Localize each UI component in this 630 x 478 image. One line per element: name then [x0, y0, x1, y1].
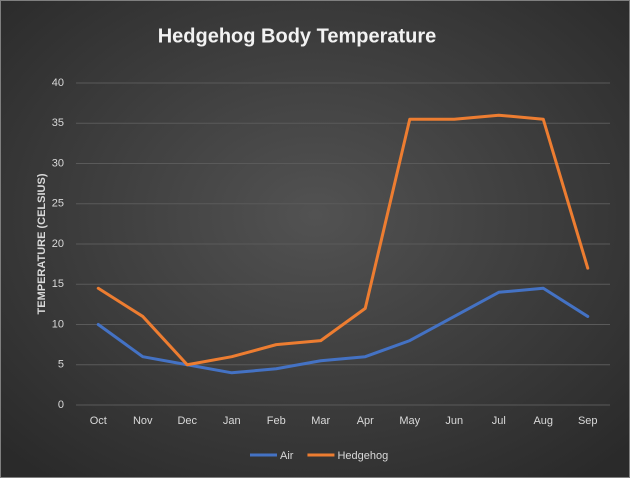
- y-tick-label: 30: [52, 157, 64, 169]
- x-tick-label: Mar: [311, 415, 330, 427]
- x-tick-label: Nov: [133, 415, 153, 427]
- chart-title: Hedgehog Body Temperature: [158, 25, 437, 47]
- y-tick-label: 5: [58, 359, 64, 371]
- y-axis-label: TEMPERATURE (CELSIUS): [36, 173, 48, 314]
- legend-label: Hedgehog: [337, 450, 388, 462]
- data-line: [96, 113, 590, 367]
- legend-label: Air: [280, 450, 294, 462]
- x-tick-label: Apr: [357, 415, 374, 427]
- y-tick-label: 15: [52, 278, 64, 290]
- x-tick-label: Sep: [578, 415, 598, 427]
- y-tick-label: 0: [58, 399, 64, 411]
- x-tick-label: Jul: [492, 415, 506, 427]
- x-tick-label: Aug: [533, 415, 553, 427]
- data-line: [96, 286, 590, 375]
- y-tick-label: 10: [52, 318, 64, 330]
- y-tick-label: 20: [52, 238, 64, 250]
- y-tick-label: 25: [52, 198, 64, 210]
- x-tick-label: Oct: [90, 415, 107, 427]
- x-tick-label: May: [399, 415, 420, 427]
- x-tick-label: Feb: [267, 415, 286, 427]
- x-tick-label: Dec: [177, 415, 197, 427]
- x-tick-label: Jun: [445, 415, 463, 427]
- y-tick-label: 35: [52, 117, 64, 129]
- y-tick-label: 40: [52, 77, 64, 89]
- x-tick-label: Jan: [223, 415, 241, 427]
